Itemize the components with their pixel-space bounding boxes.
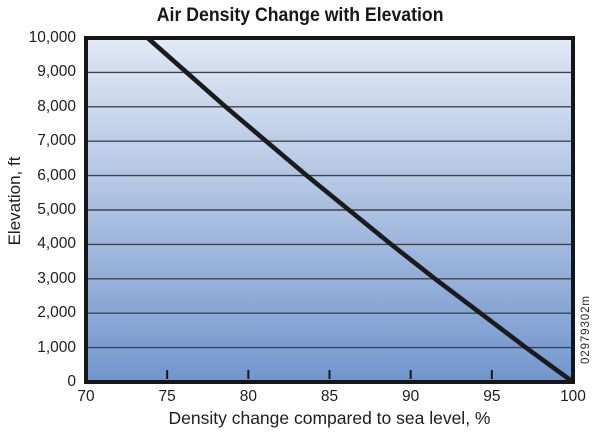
gridlines [88,71,571,349]
x-tick-label: 70 [77,388,95,405]
plot-area [84,36,575,384]
x-tick-label: 95 [483,388,501,405]
y-tick-label: 4,000 [37,235,76,253]
y-tick-label: 7,000 [37,132,76,150]
y-tick-label: 2,000 [37,304,76,322]
y-tick-label: 8,000 [37,97,76,115]
y-tick-label: 5,000 [37,201,76,218]
chart-title: Air Density Change with Elevation [0,5,600,27]
x-axis-ticks [166,370,493,379]
x-tick-label: 75 [158,388,176,405]
y-tick-label: 6,000 [37,166,76,184]
y-tick-label: 0 [67,373,76,390]
y-tick-label: 3,000 [37,269,76,287]
plot-frame [84,36,575,384]
y-tick-label: 10,000 [28,29,76,46]
x-tick-label: 85 [320,388,339,405]
watermark-code: 02979302m [580,295,592,364]
chart-title-text: Air Density Change with Elevation [156,5,444,26]
x-tick-label: 90 [402,388,420,405]
x-tick-label: 100 [560,388,586,405]
x-axis-title: Density change compared to sea level, % [168,408,491,428]
y-tick-label: 9,000 [37,63,76,81]
y-tick-label: 1,000 [37,338,76,356]
density-curve [145,36,575,384]
x-tick-label: 80 [239,388,257,405]
